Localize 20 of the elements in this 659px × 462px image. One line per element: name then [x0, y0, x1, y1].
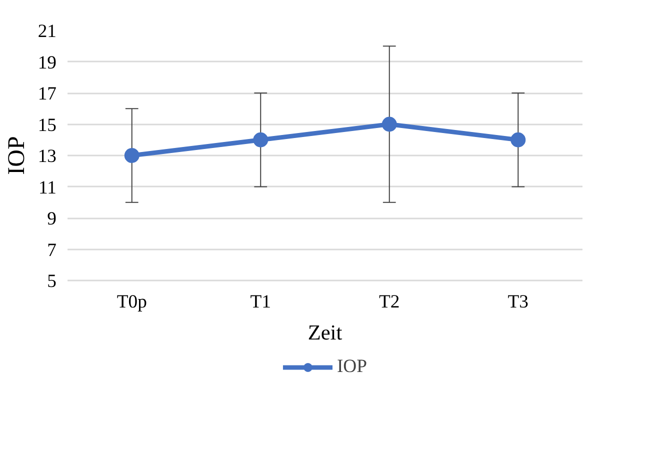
- y-tick-label: 9: [47, 208, 56, 230]
- legend-label: IOP: [336, 356, 368, 378]
- y-tick-label: 13: [38, 146, 56, 167]
- x-tick-label: T1: [250, 292, 271, 312]
- x-tick-label: T2: [379, 292, 400, 312]
- y-tick-label: 5: [47, 271, 56, 292]
- point: [124, 148, 140, 163]
- y-axis-title: IOP: [4, 136, 30, 175]
- y-tick-label: 11: [38, 177, 57, 198]
- y-tick-label: 19: [38, 52, 56, 74]
- y-tick-label: 21: [38, 21, 56, 42]
- point: [253, 132, 268, 148]
- x-tick-label: T3: [508, 292, 528, 312]
- point: [510, 132, 526, 148]
- y-tick-label: 15: [38, 114, 56, 136]
- point: [382, 116, 397, 132]
- x-tick-label: T0p: [116, 292, 147, 312]
- y-tick-label: 17: [38, 84, 56, 104]
- x-axis-title: Zeit: [308, 320, 342, 344]
- y-tick-label: 7: [47, 240, 56, 261]
